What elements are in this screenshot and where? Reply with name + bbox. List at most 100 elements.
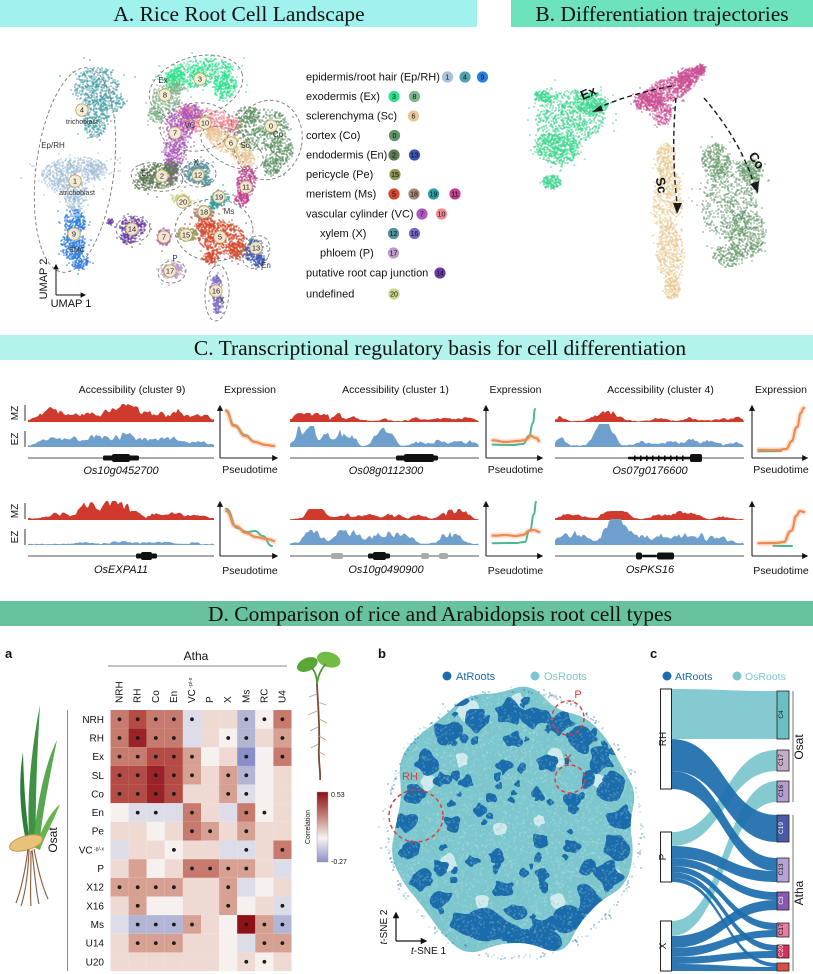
svg-text:1: 1 <box>73 177 77 186</box>
svg-text:Osat: Osat <box>792 734 806 760</box>
svg-text:0: 0 <box>393 133 397 140</box>
svg-text:X16: X16 <box>86 901 104 912</box>
svg-text:NRH: NRH <box>82 715 104 726</box>
svg-text:10: 10 <box>438 212 446 219</box>
svg-text:RH: RH <box>133 689 144 703</box>
svg-text:RH: RH <box>658 732 669 746</box>
svg-text:t-SNE 2: t-SNE 2 <box>379 909 390 944</box>
svg-text:Pseudotime: Pseudotime <box>222 464 278 476</box>
svg-text:Atha: Atha <box>184 649 209 663</box>
svg-text:c: c <box>650 646 657 661</box>
svg-text:RC: RC <box>259 689 270 703</box>
svg-text:OsEXPA11: OsEXPA11 <box>94 564 148 576</box>
svg-text:5: 5 <box>392 192 396 199</box>
svg-text:P: P <box>172 254 177 263</box>
svg-text:RH: RH <box>402 771 418 783</box>
svg-text:P: P <box>574 689 581 701</box>
svg-text:C17: C17 <box>778 923 785 935</box>
svg-text:endodermis (En): endodermis (En) <box>306 150 387 162</box>
svg-text:3: 3 <box>198 75 202 84</box>
svg-text:17: 17 <box>390 251 398 258</box>
svg-text:Ep/RH: Ep/RH <box>41 141 65 150</box>
svg-text:atrichoblast: atrichoblast <box>59 190 95 197</box>
svg-text:Pseudotime: Pseudotime <box>753 464 809 476</box>
svg-text:13: 13 <box>411 153 419 160</box>
svg-text:C3: C3 <box>778 896 785 905</box>
svg-text:14: 14 <box>128 225 136 234</box>
svg-text:A. Rice Root Cell Landscape: A. Rice Root Cell Landscape <box>113 2 364 26</box>
svg-text:X: X <box>564 753 572 765</box>
svg-text:12: 12 <box>390 231 398 238</box>
svg-text:Sc: Sc <box>653 176 671 194</box>
svg-text:b: b <box>378 646 386 661</box>
svg-text:C19: C19 <box>778 822 785 834</box>
svg-text:C4: C4 <box>778 710 785 719</box>
svg-text:AtRoots: AtRoots <box>456 671 496 683</box>
svg-text:X: X <box>219 296 225 305</box>
svg-text:U20: U20 <box>86 957 105 968</box>
svg-text:4: 4 <box>80 106 84 115</box>
svg-text:VC: VC <box>184 121 195 130</box>
svg-text:C13: C13 <box>778 863 785 875</box>
svg-text:X: X <box>223 696 234 703</box>
svg-text:4: 4 <box>463 75 467 82</box>
svg-text:Ex: Ex <box>158 76 167 85</box>
svg-text:phloem (P): phloem (P) <box>320 248 374 260</box>
svg-text:15: 15 <box>182 231 190 240</box>
svg-text:D. Comparison of rice and Arab: D. Comparison of rice and Arabidopsis ro… <box>208 602 672 626</box>
svg-text:P: P <box>658 853 669 860</box>
svg-text:Os10g0452700: Os10g0452700 <box>83 465 159 477</box>
svg-text:X: X <box>658 942 669 949</box>
svg-text:Pseudotime: Pseudotime <box>753 565 809 577</box>
svg-text:Pe: Pe <box>92 827 105 838</box>
svg-text:UMAP 1: UMAP 1 <box>51 298 92 310</box>
svg-text:15: 15 <box>391 172 399 179</box>
svg-text:Ms: Ms <box>241 690 252 703</box>
svg-text:Ex: Ex <box>578 83 599 103</box>
svg-text:OsRoots: OsRoots <box>544 671 587 683</box>
svg-text:13: 13 <box>252 244 260 253</box>
svg-text:Os07g0176600: Os07g0176600 <box>612 465 688 477</box>
svg-text:11: 11 <box>242 183 250 192</box>
svg-text:10: 10 <box>201 119 209 128</box>
svg-text:Accessibility (cluster 4): Accessibility (cluster 4) <box>607 384 714 396</box>
svg-text:17: 17 <box>166 267 174 276</box>
svg-text:UMAP 2: UMAP 2 <box>38 259 50 300</box>
svg-text:P: P <box>97 864 104 875</box>
svg-text:Atha: Atha <box>792 880 806 905</box>
svg-text:Pseudotime: Pseudotime <box>222 565 278 577</box>
svg-text:C16: C16 <box>778 785 785 797</box>
svg-text:19: 19 <box>430 192 438 199</box>
svg-text:En: En <box>92 808 104 819</box>
svg-text:EZ: EZ <box>10 531 21 544</box>
svg-text:undefined: undefined <box>306 289 354 301</box>
svg-text:U14: U14 <box>86 939 105 950</box>
svg-text:exodermis (Ex): exodermis (Ex) <box>306 91 380 103</box>
svg-text:EZ: EZ <box>10 433 21 446</box>
svg-text:3: 3 <box>392 94 396 101</box>
svg-text:epidermis/root hair (Ep/RH): epidermis/root hair (Ep/RH) <box>306 72 440 84</box>
svg-text:Accessibility (cluster 1): Accessibility (cluster 1) <box>342 384 449 396</box>
svg-text:16: 16 <box>212 287 220 296</box>
svg-text:P: P <box>205 696 216 703</box>
svg-text:En: En <box>261 261 271 270</box>
svg-text:EMC: EMC <box>69 247 85 254</box>
svg-text:OsRoots: OsRoots <box>745 671 786 683</box>
svg-text:Ex: Ex <box>92 752 104 763</box>
svg-text:2: 2 <box>392 153 396 160</box>
svg-text:U4: U4 <box>277 690 288 703</box>
svg-text:MZ: MZ <box>10 406 21 420</box>
svg-text:19: 19 <box>215 193 223 202</box>
svg-text:Ms: Ms <box>224 207 235 216</box>
svg-text:7: 7 <box>162 233 166 242</box>
svg-text:8: 8 <box>163 91 167 100</box>
svg-text:0: 0 <box>269 122 273 131</box>
svg-text:OsPKS16: OsPKS16 <box>626 564 675 576</box>
svg-text:Expression: Expression <box>224 384 276 396</box>
svg-text:Os10g0490900: Os10g0490900 <box>348 564 424 576</box>
svg-text:9: 9 <box>481 75 485 82</box>
svg-text:cortex (Co): cortex (Co) <box>306 130 360 142</box>
svg-text:Co: Co <box>273 130 284 139</box>
svg-text:-0.27: -0.27 <box>331 859 347 866</box>
svg-text:7: 7 <box>420 212 424 219</box>
